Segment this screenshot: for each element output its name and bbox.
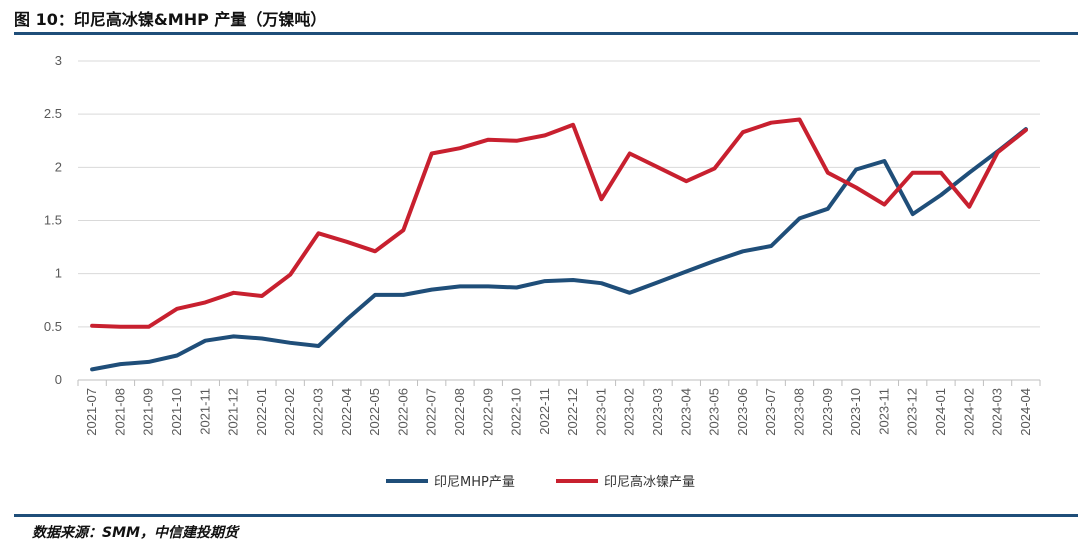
x-tick-label: 2021-08 bbox=[112, 388, 127, 436]
series-lines bbox=[90, 117, 1028, 372]
series-line-mhp bbox=[90, 127, 1028, 372]
x-tick-label: 2023-09 bbox=[820, 388, 835, 436]
x-tick-label: 2022-09 bbox=[480, 388, 495, 436]
y-axis-ticks: 0 0.5 1 1.5 2 2.5 3 bbox=[44, 53, 62, 387]
x-tick-label: 2023-10 bbox=[848, 388, 863, 436]
x-tick-label: 2022-06 bbox=[395, 388, 410, 436]
x-tick-label: 2023-06 bbox=[735, 388, 750, 436]
x-tick-label: 2023-03 bbox=[650, 388, 665, 436]
figure-title: 图 10：印尼高冰镍&MHP 产量（万镍吨） bbox=[14, 10, 327, 29]
legend: 印尼MHP产量 印尼高冰镍产量 bbox=[386, 474, 695, 490]
x-tick-label: 2021-10 bbox=[169, 388, 184, 436]
y-tick-label: 2 bbox=[55, 159, 62, 174]
x-tick-label: 2022-12 bbox=[565, 388, 580, 436]
x-tick-label: 2024-01 bbox=[933, 388, 948, 436]
x-tick-label: 2024-02 bbox=[961, 388, 976, 436]
x-tick-label: 2023-01 bbox=[593, 388, 608, 436]
gridlines bbox=[78, 60, 1040, 328]
x-tick-label: 2023-05 bbox=[707, 388, 722, 436]
y-tick-label: 1 bbox=[55, 266, 62, 281]
x-tick-label: 2022-04 bbox=[339, 388, 354, 436]
x-tick-label: 2023-12 bbox=[905, 388, 920, 436]
x-tick-label: 2022-02 bbox=[282, 388, 297, 436]
x-tick-label: 2023-08 bbox=[792, 388, 807, 436]
x-tick-label: 2021-07 bbox=[84, 388, 99, 436]
legend-label: 印尼高冰镍产量 bbox=[604, 474, 695, 490]
x-tick-label: 2023-11 bbox=[876, 388, 891, 435]
series-line-high-grade-nickel-matte bbox=[90, 117, 1028, 329]
x-tick-label: 2023-04 bbox=[678, 388, 693, 436]
x-tick-label: 2021-12 bbox=[226, 388, 241, 436]
x-tick-label: 2024-04 bbox=[1018, 388, 1033, 436]
x-tick-label: 2022-05 bbox=[367, 388, 382, 436]
x-axis: 2021-07 2021-08 2021-09 2021-10 2021-11 2021-… bbox=[77, 379, 1041, 436]
x-tick-label: 2022-03 bbox=[311, 388, 326, 436]
y-tick-label: 3 bbox=[55, 53, 62, 68]
x-tick-label: 2021-09 bbox=[141, 388, 156, 436]
x-tick-label: 2022-01 bbox=[254, 388, 269, 436]
x-tick-label: 2022-10 bbox=[509, 388, 524, 436]
y-tick-label: 1.5 bbox=[44, 213, 62, 228]
x-tick-label: 2022-11 bbox=[537, 388, 552, 435]
y-tick-label: 0 bbox=[55, 372, 62, 387]
x-tick-label: 2024-03 bbox=[990, 388, 1005, 436]
x-tick-label: 2023-07 bbox=[763, 388, 778, 436]
x-tick-label: 2021-11 bbox=[197, 388, 212, 435]
x-tick-label: 2022-07 bbox=[424, 388, 439, 436]
y-tick-label: 2.5 bbox=[44, 106, 62, 121]
legend-label: 印尼MHP产量 bbox=[434, 475, 515, 490]
x-tick-label: 2023-02 bbox=[622, 388, 637, 436]
line-chart: 00.511.522.53 2021-07 2021-08 2021-09 2021-… bbox=[44, 53, 1041, 490]
y-tick-label: 0.5 bbox=[44, 319, 62, 334]
source-note: 数据来源：SMM，中信建投期货 bbox=[32, 525, 238, 541]
top-divider bbox=[14, 32, 1078, 35]
bottom-divider bbox=[14, 514, 1078, 517]
x-tick-label: 2022-08 bbox=[452, 388, 467, 436]
